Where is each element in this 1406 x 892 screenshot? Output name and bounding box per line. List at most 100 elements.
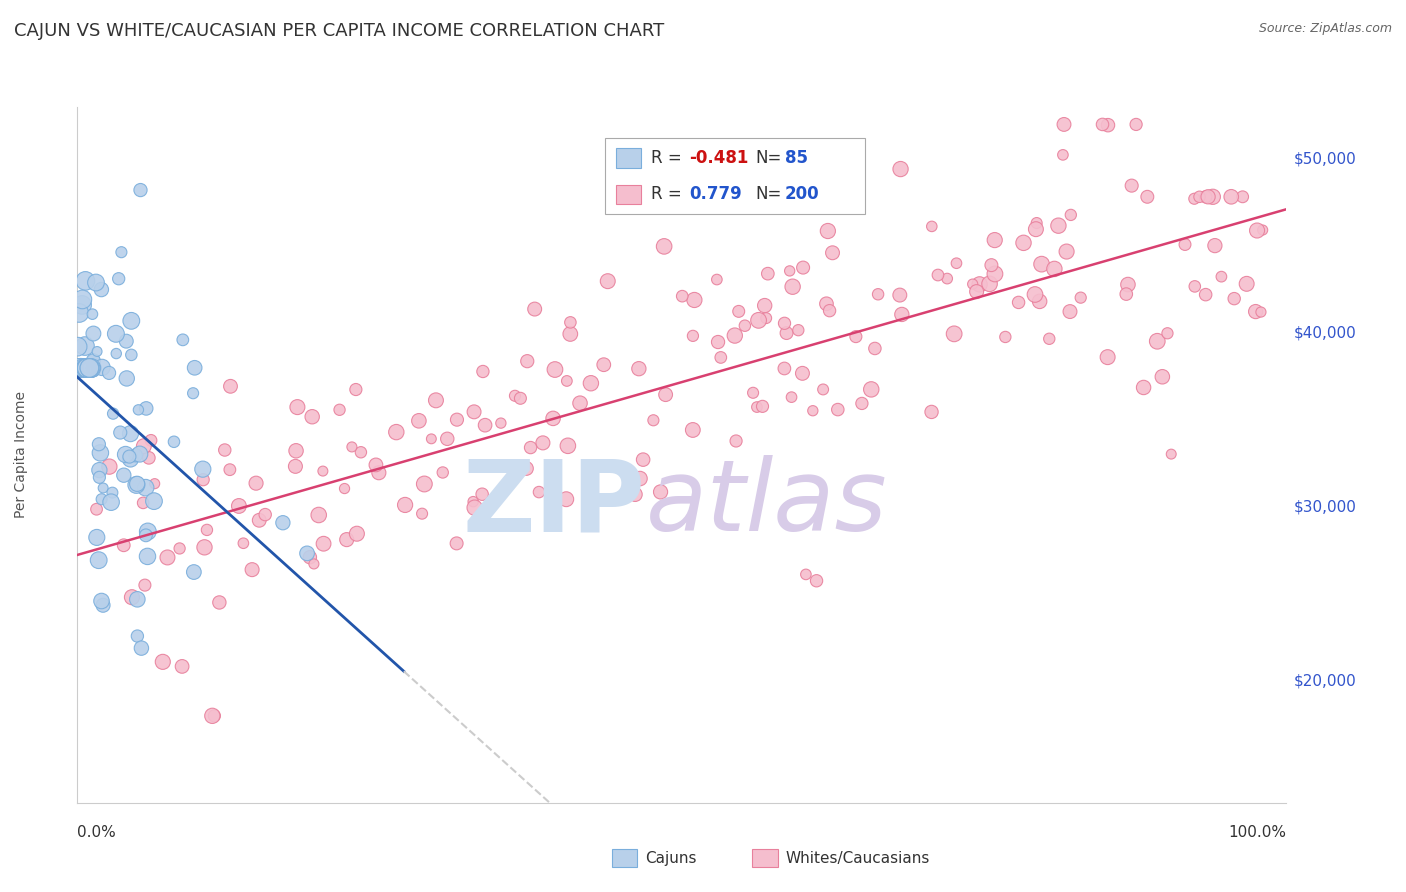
Point bbox=[312, 464, 335, 478]
Point bbox=[136, 549, 159, 564]
Point bbox=[463, 405, 485, 419]
Point bbox=[79, 361, 101, 376]
Point bbox=[748, 313, 770, 327]
Point bbox=[596, 274, 619, 288]
Point bbox=[98, 459, 121, 474]
Point bbox=[118, 450, 141, 464]
Point bbox=[76, 361, 98, 376]
Point bbox=[128, 447, 150, 461]
Point bbox=[624, 487, 647, 501]
Point bbox=[328, 402, 350, 417]
Point bbox=[91, 599, 114, 613]
Point bbox=[710, 351, 733, 365]
Point bbox=[336, 533, 359, 547]
Point bbox=[134, 578, 156, 592]
Text: 200: 200 bbox=[785, 186, 820, 203]
Point bbox=[135, 528, 157, 542]
Text: atlas: atlas bbox=[645, 455, 887, 552]
Point bbox=[983, 233, 1005, 247]
Point bbox=[298, 550, 321, 565]
Point bbox=[90, 283, 112, 297]
Text: R =: R = bbox=[651, 186, 682, 203]
Point bbox=[1091, 118, 1114, 132]
Point bbox=[1043, 261, 1066, 276]
Point bbox=[1028, 294, 1050, 309]
Point bbox=[516, 354, 538, 368]
Point bbox=[503, 389, 526, 403]
Point bbox=[531, 435, 554, 450]
Point bbox=[1056, 244, 1078, 259]
Text: $30,000: $30,000 bbox=[1294, 500, 1357, 515]
Point bbox=[1059, 304, 1081, 318]
Point bbox=[706, 272, 728, 286]
Point bbox=[631, 452, 654, 467]
Point bbox=[163, 434, 186, 449]
Point bbox=[682, 329, 704, 343]
Point bbox=[367, 466, 389, 480]
Point bbox=[471, 364, 494, 378]
Point bbox=[125, 478, 148, 492]
Point bbox=[202, 708, 225, 723]
Point bbox=[1204, 238, 1226, 252]
Point bbox=[245, 476, 267, 491]
Point bbox=[191, 473, 214, 487]
Point bbox=[654, 387, 676, 401]
Point bbox=[1007, 295, 1029, 310]
Text: Per Capita Income: Per Capita Income bbox=[14, 392, 28, 518]
Point bbox=[544, 362, 567, 376]
Point bbox=[707, 334, 730, 349]
Point bbox=[592, 358, 614, 372]
Text: ZIP: ZIP bbox=[463, 455, 645, 552]
Point bbox=[82, 361, 104, 376]
Point bbox=[1184, 279, 1206, 293]
Point bbox=[350, 445, 373, 459]
Point bbox=[79, 361, 101, 376]
Point bbox=[143, 476, 166, 491]
Point bbox=[560, 315, 582, 329]
Point bbox=[425, 393, 447, 408]
Point bbox=[73, 339, 96, 353]
Point bbox=[780, 390, 803, 404]
Point bbox=[1052, 148, 1074, 162]
Text: $20,000: $20,000 bbox=[1294, 673, 1357, 689]
Point bbox=[851, 396, 873, 410]
Point bbox=[579, 376, 602, 391]
Point bbox=[650, 484, 672, 499]
Point bbox=[302, 557, 325, 571]
Point bbox=[1174, 237, 1197, 252]
Point bbox=[682, 423, 704, 437]
Point bbox=[745, 400, 768, 414]
Point bbox=[943, 326, 966, 341]
Point bbox=[436, 432, 458, 446]
Point bbox=[1160, 447, 1182, 461]
Point bbox=[139, 434, 162, 448]
Point bbox=[312, 537, 335, 551]
Point bbox=[408, 414, 430, 428]
Point bbox=[80, 361, 103, 376]
Point bbox=[1060, 208, 1083, 222]
Point bbox=[754, 299, 776, 313]
Point bbox=[921, 405, 943, 419]
Point bbox=[76, 361, 98, 376]
Point bbox=[72, 361, 94, 376]
Point bbox=[868, 287, 890, 301]
Point bbox=[1250, 305, 1272, 319]
Point bbox=[138, 450, 160, 465]
Point bbox=[76, 361, 98, 376]
Point bbox=[471, 487, 494, 501]
Point bbox=[627, 361, 650, 376]
Point bbox=[1121, 178, 1143, 193]
Point bbox=[344, 383, 367, 397]
Point bbox=[82, 353, 104, 368]
Point bbox=[1195, 287, 1218, 301]
Text: Whites/Caucasians: Whites/Caucasians bbox=[786, 851, 931, 865]
Point bbox=[104, 326, 127, 341]
Point bbox=[821, 245, 844, 260]
Point bbox=[127, 592, 149, 607]
Point bbox=[1182, 192, 1205, 206]
Point bbox=[980, 258, 1002, 272]
Point bbox=[67, 361, 90, 376]
Point bbox=[86, 344, 108, 359]
Point bbox=[446, 536, 468, 550]
Text: 85: 85 bbox=[785, 149, 807, 167]
